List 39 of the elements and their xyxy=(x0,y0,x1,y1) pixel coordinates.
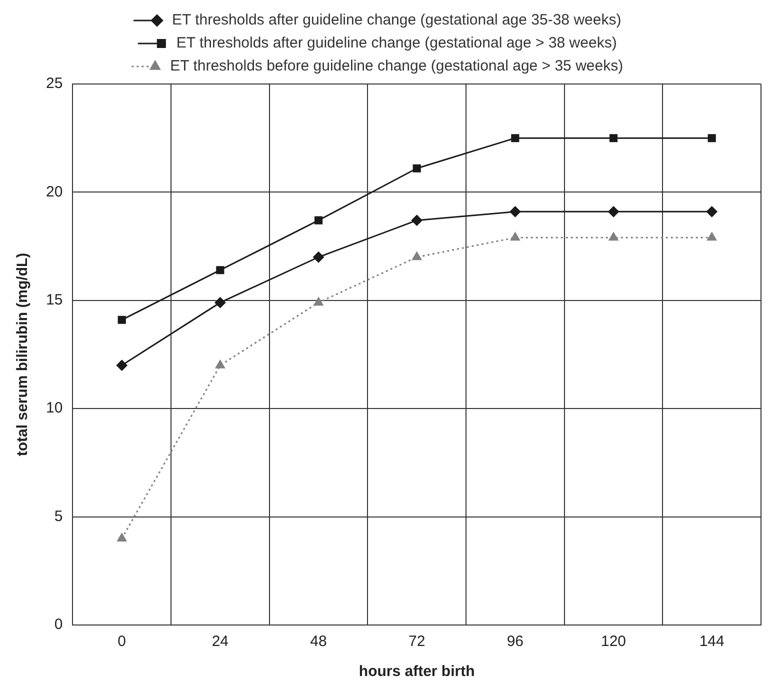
legend-label: ET thresholds after guideline change (gestational age > 38 weeks) xyxy=(176,34,617,52)
legend-label: ET thresholds after guideline change (gestational age 35-38 weeks) xyxy=(172,12,622,29)
point xyxy=(314,216,323,224)
point xyxy=(412,164,421,172)
y-tick-label: 5 xyxy=(54,508,63,525)
point xyxy=(510,206,521,218)
x-tick-label: 72 xyxy=(408,633,426,650)
x-tick-label: 48 xyxy=(310,633,327,650)
x-tick-label: 0 xyxy=(118,633,126,650)
point xyxy=(609,134,618,142)
point xyxy=(214,297,226,308)
y-tick-label: 15 xyxy=(46,292,63,309)
point xyxy=(117,532,127,542)
y-tick-label: 10 xyxy=(46,400,63,417)
point xyxy=(707,232,717,241)
point xyxy=(118,316,126,324)
point xyxy=(314,297,324,306)
point xyxy=(216,266,224,274)
x-tick-label: 120 xyxy=(600,633,626,650)
x-tick-label: 96 xyxy=(506,633,524,650)
point xyxy=(608,206,620,218)
point xyxy=(215,360,226,368)
y-tick-label: 0 xyxy=(54,616,63,634)
y-axis-title: total serum bilirubin (mg/dL) xyxy=(14,252,32,456)
point xyxy=(116,360,128,371)
legend-label: ET thresholds before guideline change (gestational age > 35 weeks) xyxy=(170,58,624,75)
point xyxy=(706,206,718,218)
point xyxy=(511,134,520,142)
x-tick-label: 144 xyxy=(699,633,724,650)
point xyxy=(411,214,422,226)
x-axis-title: hours after birth xyxy=(358,663,475,680)
y-tick-label: 25 xyxy=(46,75,63,92)
point xyxy=(510,232,520,241)
point xyxy=(313,252,324,263)
point xyxy=(412,252,422,260)
point xyxy=(608,232,618,241)
y-tick-label: 20 xyxy=(46,183,63,200)
x-tick-label: 24 xyxy=(212,633,229,650)
point xyxy=(708,134,716,142)
